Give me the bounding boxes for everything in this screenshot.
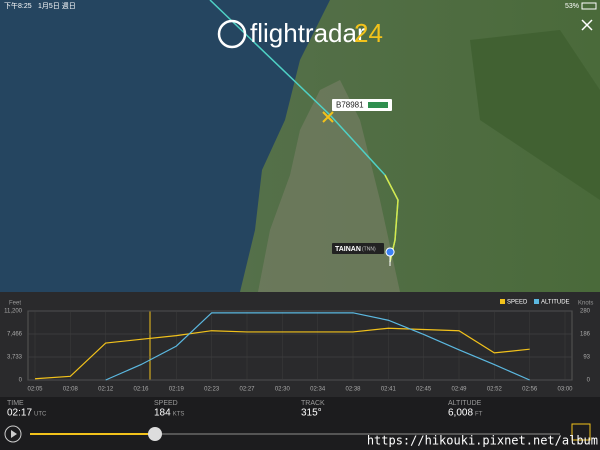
legend-swatch	[534, 299, 539, 304]
info-value: 6,008	[448, 408, 473, 419]
aircraft-label[interactable]: B78981	[336, 101, 364, 110]
x-tick-label: 02:49	[451, 387, 467, 393]
y-axis-title: Feet	[9, 301, 21, 307]
airport-name[interactable]: TAINAN	[335, 246, 361, 253]
battery-icon	[581, 2, 597, 10]
info-unit: UTC	[34, 412, 47, 418]
x-tick-label: 02:19	[169, 387, 185, 393]
y-tick-label: 7,466	[7, 332, 23, 338]
y2-tick-label: 186	[580, 332, 591, 338]
info-label: SPEED	[154, 400, 178, 407]
info-label: ALTITUDE	[448, 400, 482, 407]
x-tick-label: 02:12	[98, 387, 114, 393]
city-area	[258, 80, 400, 292]
info-value: 315°	[301, 408, 322, 419]
x-tick-label: 02:56	[522, 387, 538, 393]
y2-tick-label: 93	[583, 355, 590, 361]
airport-pin[interactable]	[385, 247, 395, 267]
logo-number: 24	[354, 18, 383, 48]
info-label: TRACK	[301, 400, 325, 407]
series-line	[34, 327, 530, 380]
legend-label: SPEED	[507, 300, 528, 306]
y-tick-label: 11,200	[4, 309, 23, 315]
x-tick-label: 02:41	[381, 387, 397, 393]
status-time: 下午8:25	[4, 1, 32, 10]
info-unit: KTS	[173, 412, 185, 418]
legend-swatch	[500, 299, 505, 304]
battery: 53%	[565, 3, 579, 10]
x-tick-label: 02:38	[345, 387, 361, 393]
x-tick-label: 02:52	[487, 387, 503, 393]
x-tick-label: 02:27	[239, 387, 255, 393]
logo-text: flightradar	[250, 18, 366, 48]
legend-label: ALTITUDE	[541, 300, 570, 306]
x-tick-label: 02:23	[204, 387, 220, 393]
y-tick-label: 3,733	[7, 355, 23, 361]
watermark: https://hikouki.pixnet.net/album	[367, 434, 598, 448]
play-icon[interactable]	[11, 430, 17, 438]
x-tick-label: 02:16	[133, 387, 149, 393]
chart-panel	[0, 292, 600, 397]
x-tick-label: 03:00	[557, 387, 573, 393]
info-label: TIME	[7, 400, 24, 407]
info-value: 184	[154, 408, 171, 419]
logo-icon	[217, 19, 247, 49]
info-panel	[0, 397, 600, 424]
hills	[470, 30, 600, 200]
y2-axis-title: Knots	[578, 301, 593, 307]
series-line	[105, 312, 530, 381]
info-unit: FT	[475, 412, 483, 418]
aircraft-icon[interactable]	[322, 111, 334, 123]
y2-tick-label: 280	[580, 309, 591, 315]
info-value: 02:17	[7, 408, 32, 419]
progress-thumb[interactable]	[148, 427, 162, 441]
x-tick-label: 02:05	[27, 387, 43, 393]
close-button[interactable]	[581, 19, 593, 31]
grid-button[interactable]	[571, 423, 591, 441]
x-tick-label: 02:34	[310, 387, 326, 393]
airport-code[interactable]: (TNN)	[362, 246, 376, 252]
status-date: 1月5日 週日	[38, 1, 76, 10]
y-tick-label: 0	[19, 378, 23, 384]
airline-logo	[368, 102, 388, 108]
x-tick-label: 02:08	[63, 387, 79, 393]
x-tick-label: 02:45	[416, 387, 432, 393]
airport-label-box[interactable]	[332, 243, 384, 254]
y2-tick-label: 0	[587, 378, 591, 384]
play-button[interactable]	[4, 425, 22, 443]
x-tick-label: 02:30	[275, 387, 291, 393]
